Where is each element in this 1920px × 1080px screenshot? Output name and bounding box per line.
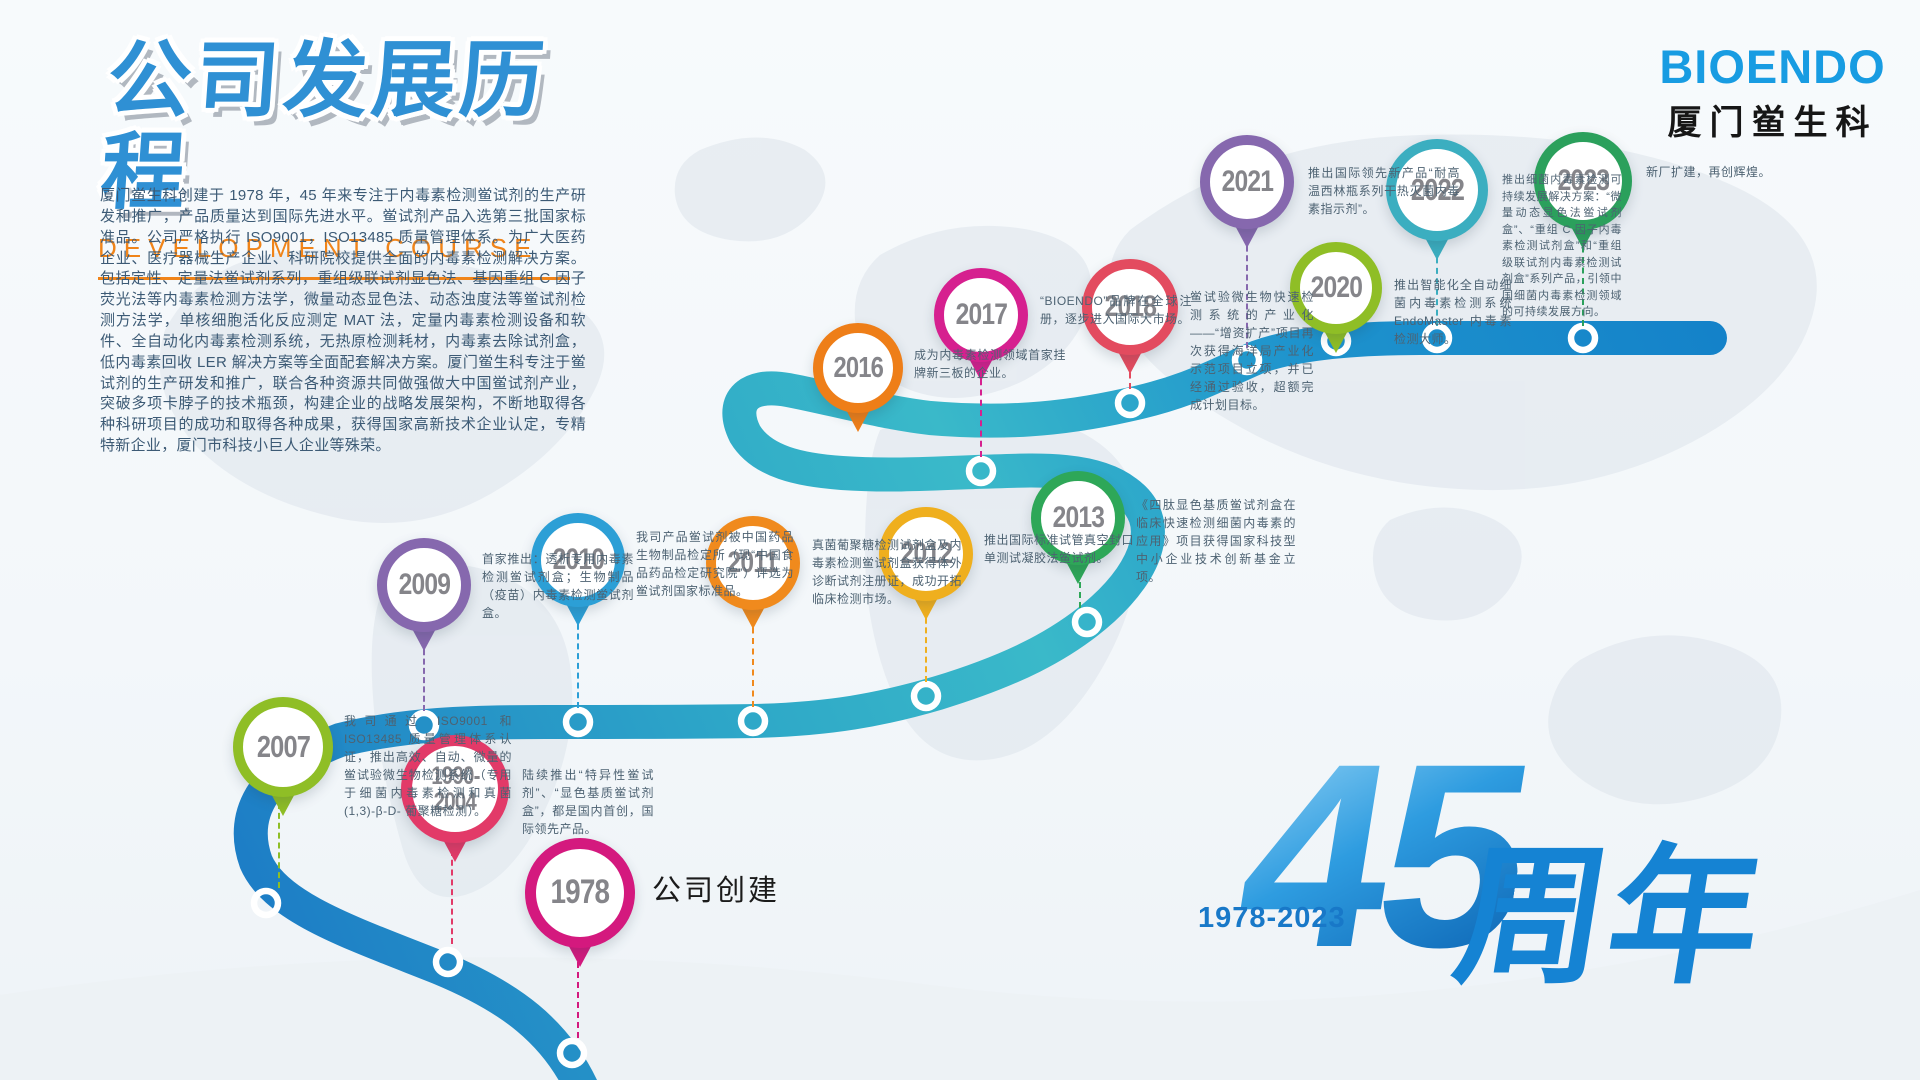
- timeline-pin-2009: 2009: [377, 538, 471, 651]
- pin-ring: 2009: [377, 538, 471, 632]
- timeline-pin-1990-2004: 1990- 2004: [401, 735, 509, 862]
- pin-ring: 2021: [1200, 135, 1294, 229]
- timeline-desc-2016: 成为内毒素检测领域首家挂牌新三板的企业。: [914, 348, 1066, 380]
- timeline-pin-2018: 2018: [1082, 259, 1178, 374]
- timeline-pin-2023: 2023: [1534, 132, 1632, 249]
- pin-ring: 2018: [1082, 259, 1178, 355]
- timeline-desc-2009: 首家推出：透析专用内毒素检测鲎试剂盒；生物制品（疫苗）内毒素检测鲎试剂盒。: [482, 552, 634, 620]
- anniversary-years-range: 1978-2023: [1198, 902, 1346, 934]
- pin-year-label: 1990-: [430, 761, 480, 790]
- pin-year-label: 2018: [1104, 290, 1156, 324]
- bottom-wave: [0, 890, 1920, 1080]
- pin-year-label: 2020: [1310, 271, 1362, 305]
- timeline-pin-2017: 2017: [934, 268, 1028, 381]
- pin-ring: 2020: [1290, 242, 1382, 334]
- timeline-desc-2007: 我司通过 ISO9001 和 ISO13485 质量管理体系认证，推出高效、自动…: [344, 714, 512, 818]
- timeline-connector-2021: [1246, 236, 1248, 348]
- pin-year-label: 2007: [256, 728, 310, 764]
- pin-year-label: 2022: [1410, 171, 1464, 207]
- timeline-connector-2017: [980, 369, 982, 457]
- timeline-connector-2013: [1079, 572, 1081, 608]
- pin-ring: 2007: [233, 697, 333, 797]
- timeline-pin-2010: 2010: [531, 513, 625, 626]
- pin-year-label: 2004: [433, 788, 477, 816]
- timeline-connector-1990-2004: [451, 850, 453, 944]
- timeline-connector-1978: [577, 952, 579, 1038]
- pin-year-label: 2011: [727, 546, 779, 580]
- timeline-connector-2022: [1436, 247, 1438, 326]
- pin-year-label: 2012: [900, 537, 952, 571]
- pin-ring: 1978: [525, 838, 635, 948]
- timeline-connector-2007: [278, 803, 280, 888]
- timeline-pin-2020: 2020: [1290, 242, 1382, 353]
- timeline-desc-2012: 推出国际标准试管真空封口单测试凝胶法鲎试剂。: [984, 533, 1135, 565]
- timeline-desc-2017: “BIOENDO”品牌在全球注册，逐步进入国际大市场。: [1040, 294, 1192, 326]
- page-subtitle: DEVELOPMENT COURSE: [98, 232, 539, 263]
- timeline-pin-2011: 2011: [706, 516, 800, 629]
- pin-ring: 2023: [1534, 132, 1632, 230]
- anniversary-suffix: 周年: [1444, 833, 1776, 1001]
- pin-ring: 2013: [1031, 471, 1125, 565]
- pin-ring: 2017: [934, 268, 1028, 362]
- pin-ring: 2012: [879, 507, 973, 601]
- timeline-desc-2011: 真菌葡聚糖检测试剂盒及内毒素检测鲎试剂盒获得体外诊断试剂注册证，成功开拓临床检测…: [812, 538, 963, 606]
- timeline-desc-1978: 公司创建: [652, 875, 781, 907]
- timeline-connector-2011: [752, 617, 754, 707]
- timeline-desc-2018: 鲎试验微生物快速检测系统的产业化——“增资扩产”项目再次获得海洋局产业化示范项目…: [1190, 290, 1314, 412]
- pin-ring: 2011: [706, 516, 800, 610]
- pin-ring: 2022: [1386, 139, 1488, 241]
- timeline-connector-2012: [925, 608, 927, 682]
- header: 公司发展历程 DEVELOPMENT COURSE: [98, 33, 598, 280]
- timeline-connector-2018: [1129, 362, 1131, 389]
- timeline-desc-2022: 推出细菌内毒素检测可持续发展解决方案：“微量动态显色法鲎试剂盒”、“重组 C 因…: [1502, 174, 1622, 318]
- company-intro-paragraph: 厦门鲎生科创建于 1978 年，45 年来专注于内毒素检测鲎试剂的生产研发和推广…: [100, 187, 586, 455]
- timeline-pin-2007: 2007: [233, 697, 333, 816]
- anniversary-mark: 45 周年 1978-2023: [1190, 709, 1890, 1050]
- pin-year-label: 2021: [1221, 165, 1273, 199]
- timeline-connector-2010: [577, 614, 579, 708]
- timeline-ribbon: [233, 321, 1727, 1080]
- timeline-connector-2009: [423, 640, 425, 711]
- pin-ring: 2010: [531, 513, 625, 607]
- logo-company-name: 厦门鲎生科: [1667, 104, 1878, 143]
- timeline-pin-2022: 2022: [1386, 139, 1488, 260]
- timeline-desc-2020: 推出智能化全自动细菌内毒素检测系统 EndoMaster 内毒素检测大师。: [1394, 278, 1512, 346]
- timeline-desc-1990-2004: 陆续推出“特异性鲎试剂”、“显色基质鲎试剂盒”，都是国内首创，国际领先产品。: [522, 768, 654, 836]
- pin-year-label: 2017: [955, 298, 1007, 332]
- pin-ring: 1990- 2004: [401, 735, 509, 843]
- timeline-connector-2023: [1582, 236, 1584, 326]
- pin-year-label: 2016: [833, 351, 883, 384]
- timeline-pin-1978: 1978: [525, 838, 635, 967]
- timeline-pin-2013: 2013: [1031, 471, 1125, 584]
- timeline-desc-2023: 新厂扩建，再创辉煌。: [1646, 165, 1772, 179]
- pin-ring: 2016: [813, 323, 903, 413]
- timeline-pin-2016: 2016: [813, 323, 903, 432]
- pin-year-label: 2009: [398, 568, 450, 602]
- pin-year-label: 1978: [550, 873, 611, 912]
- title-underline: [98, 276, 570, 280]
- pin-year-label: 2023: [1557, 164, 1609, 198]
- pin-year-label: 2013: [1052, 501, 1104, 535]
- logo-brand-text: BIOENDO: [1659, 40, 1886, 93]
- timeline-pin-2012: 2012: [879, 507, 973, 620]
- company-logo: BIOENDO 厦门鲎生科: [1650, 42, 1895, 144]
- pin-year-label: 2010: [552, 543, 604, 577]
- timeline-desc-2013: 《四肽显色基质鲎试剂盒在临床快速检测细菌内毒素的应用》项目获得国家科技型中小企业…: [1136, 498, 1296, 584]
- timeline-desc-2010: 我司产品鲎试剂被中国药品生物制品检定所（现“中国食品药品检定研究院”）评选为鲎试…: [636, 530, 794, 598]
- timeline-pin-2021: 2021: [1200, 135, 1294, 248]
- timeline-desc-2021: 推出国际领先新产品“耐高温西林瓶系列干热灭菌内毒素指示剂”。: [1308, 166, 1460, 216]
